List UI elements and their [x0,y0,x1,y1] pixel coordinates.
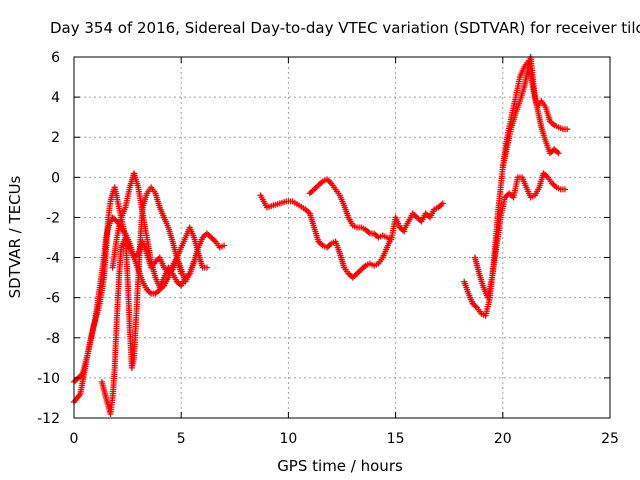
data-point [221,242,228,249]
series-arc-f [306,176,408,243]
x-tick-label: 5 [177,431,186,447]
chart-title: Day 354 of 2016, Sidereal Day-to-day VTE… [50,19,640,37]
y-tick-label: -10 [37,371,60,387]
x-axis-label: GPS time / hours [277,457,403,475]
series-arc-j [499,54,562,171]
data-point [564,126,571,133]
axis-ticks [73,56,611,419]
x-tick-label: 0 [70,431,79,447]
series-arc-a [71,170,198,405]
x-tick-label: 15 [387,431,405,447]
y-tick-label: -6 [46,291,60,307]
data-point [178,270,185,277]
data-point [555,150,562,157]
y-tick-label: -4 [46,251,60,267]
series-arc-g [401,200,446,233]
grid-lines [74,57,610,418]
data-marks [71,54,571,417]
series-arc-d [109,184,185,371]
y-tick-label: -12 [37,411,60,427]
series-arc-c [98,224,210,417]
data-point [203,264,210,271]
y-tick-label: -8 [46,331,60,347]
series-arc-i [471,170,568,301]
y-tick-labels: -12 -10 -8 -6 -4 -2 0 2 4 6 [37,50,60,427]
x-tick-labels: 0 5 10 15 20 25 [70,431,619,447]
y-tick-label: -2 [46,210,60,226]
x-tick-label: 25 [601,431,619,447]
y-tick-label: 6 [51,50,60,66]
y-axis-label: SDTVAR / TECUs [6,175,24,298]
x-tick-label: 10 [279,431,297,447]
x-tick-label: 20 [494,431,512,447]
data-point [439,200,446,207]
y-tick-label: 4 [51,90,60,106]
y-tick-label: 0 [51,170,60,186]
plot-frame [73,56,611,419]
y-tick-label: 2 [51,130,60,146]
data-point [561,186,568,193]
series-arc-e [257,192,395,281]
